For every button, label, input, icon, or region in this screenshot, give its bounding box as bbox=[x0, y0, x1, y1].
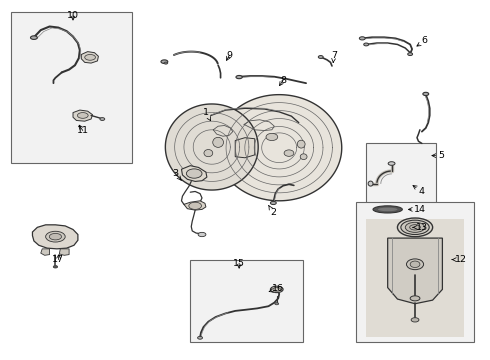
Ellipse shape bbox=[401, 220, 429, 234]
Ellipse shape bbox=[85, 54, 96, 60]
Bar bbox=[366, 219, 464, 337]
Ellipse shape bbox=[46, 231, 65, 242]
Ellipse shape bbox=[275, 303, 279, 305]
Bar bbox=[366, 143, 436, 213]
Text: 8: 8 bbox=[279, 76, 286, 86]
Text: 1: 1 bbox=[203, 108, 211, 121]
Polygon shape bbox=[81, 51, 98, 63]
Text: 16: 16 bbox=[269, 284, 284, 293]
Text: 3: 3 bbox=[172, 169, 181, 181]
Text: 5: 5 bbox=[432, 151, 444, 160]
Ellipse shape bbox=[373, 206, 402, 213]
Ellipse shape bbox=[359, 37, 365, 40]
Text: 12: 12 bbox=[452, 255, 467, 264]
Ellipse shape bbox=[410, 296, 420, 301]
Text: 4: 4 bbox=[413, 185, 425, 196]
Ellipse shape bbox=[30, 36, 37, 40]
Polygon shape bbox=[235, 138, 255, 158]
Polygon shape bbox=[41, 249, 49, 255]
Ellipse shape bbox=[364, 43, 368, 46]
Ellipse shape bbox=[297, 140, 305, 148]
Ellipse shape bbox=[266, 134, 278, 140]
Ellipse shape bbox=[397, 218, 433, 237]
Ellipse shape bbox=[407, 259, 423, 270]
Text: 15: 15 bbox=[233, 259, 245, 268]
Ellipse shape bbox=[273, 288, 281, 291]
Polygon shape bbox=[32, 225, 78, 249]
Ellipse shape bbox=[270, 201, 276, 204]
Ellipse shape bbox=[77, 113, 88, 118]
Ellipse shape bbox=[186, 169, 202, 178]
Ellipse shape bbox=[318, 55, 323, 58]
Text: 9: 9 bbox=[226, 51, 232, 60]
Ellipse shape bbox=[164, 62, 168, 64]
Ellipse shape bbox=[213, 137, 223, 147]
Polygon shape bbox=[388, 238, 442, 304]
Ellipse shape bbox=[197, 336, 202, 339]
Ellipse shape bbox=[411, 318, 419, 322]
Ellipse shape bbox=[270, 286, 283, 293]
Ellipse shape bbox=[410, 225, 420, 230]
Ellipse shape bbox=[368, 181, 373, 186]
Text: 14: 14 bbox=[409, 205, 426, 214]
Ellipse shape bbox=[378, 208, 397, 211]
Text: 6: 6 bbox=[417, 36, 428, 46]
Ellipse shape bbox=[300, 154, 307, 159]
Ellipse shape bbox=[388, 162, 395, 165]
Bar bbox=[190, 260, 303, 342]
Polygon shape bbox=[217, 95, 342, 201]
Ellipse shape bbox=[423, 92, 429, 95]
Text: 11: 11 bbox=[77, 125, 89, 135]
Ellipse shape bbox=[405, 222, 425, 232]
Bar bbox=[356, 202, 474, 342]
Ellipse shape bbox=[284, 150, 294, 156]
Polygon shape bbox=[184, 201, 206, 210]
Ellipse shape bbox=[410, 261, 420, 267]
Polygon shape bbox=[73, 110, 93, 121]
Ellipse shape bbox=[204, 149, 213, 157]
Polygon shape bbox=[59, 249, 69, 255]
Bar bbox=[11, 12, 132, 163]
Text: 10: 10 bbox=[67, 11, 79, 20]
Ellipse shape bbox=[100, 118, 105, 121]
Ellipse shape bbox=[49, 233, 62, 240]
Ellipse shape bbox=[161, 60, 168, 63]
Ellipse shape bbox=[189, 202, 201, 210]
Text: 2: 2 bbox=[269, 206, 276, 217]
Polygon shape bbox=[165, 104, 258, 190]
Text: 13: 13 bbox=[413, 223, 428, 232]
Ellipse shape bbox=[53, 266, 58, 268]
Polygon shape bbox=[181, 166, 207, 181]
Text: 7: 7 bbox=[331, 51, 337, 63]
Ellipse shape bbox=[236, 76, 243, 79]
Ellipse shape bbox=[198, 232, 206, 237]
Text: 17: 17 bbox=[52, 255, 64, 264]
Ellipse shape bbox=[408, 53, 413, 55]
